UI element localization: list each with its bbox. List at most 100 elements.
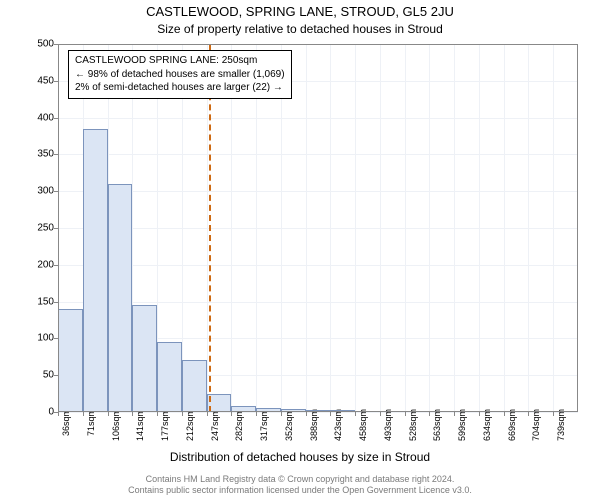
gridline-v [479, 44, 480, 412]
footer-line-1: Contains HM Land Registry data © Crown c… [0, 474, 600, 485]
y-tick-label: 450 [20, 75, 54, 86]
x-tick-label: 563sqm [433, 409, 442, 441]
gridline-v [306, 44, 307, 412]
x-tick-mark [454, 412, 455, 416]
annotation-line-3: 2% of semi-detached houses are larger (2… [75, 81, 285, 95]
gridline-v [405, 44, 406, 412]
x-tick-mark [405, 412, 406, 416]
gridline-v [207, 44, 208, 412]
x-tick-mark [231, 412, 232, 416]
x-tick-label: 106sqm [112, 409, 121, 441]
x-tick-label: 36sqm [62, 409, 71, 436]
footer-line-2: Contains public sector information licen… [0, 485, 600, 496]
chart-footer: Contains HM Land Registry data © Crown c… [0, 474, 600, 497]
histogram-bar [132, 305, 157, 412]
x-tick-label: 739sqm [557, 409, 566, 441]
x-tick-mark [528, 412, 529, 416]
chart-title: CASTLEWOOD, SPRING LANE, STROUD, GL5 2JU [0, 4, 600, 19]
x-tick-label: 141sqm [136, 409, 145, 441]
plot-area: 05010015020025030035040045050036sqm71sqm… [58, 44, 578, 412]
x-tick-mark [281, 412, 282, 416]
x-tick-label: 423sqm [334, 409, 343, 441]
y-tick-label: 250 [20, 223, 54, 234]
histogram-bar [355, 411, 380, 412]
x-tick-mark [83, 412, 84, 416]
x-tick-label: 388sqm [310, 409, 319, 441]
histogram-bar [281, 409, 306, 412]
annotation-line-2: ← 98% of detached houses are smaller (1,… [75, 68, 285, 82]
x-tick-mark [479, 412, 480, 416]
x-tick-mark [306, 412, 307, 416]
y-tick-label: 0 [20, 407, 54, 418]
x-tick-label: 599sqm [458, 409, 467, 441]
property-marker-line [209, 44, 211, 412]
x-tick-mark [429, 412, 430, 416]
annotation-box: CASTLEWOOD SPRING LANE: 250sqm← 98% of d… [68, 50, 292, 99]
x-tick-mark [553, 412, 554, 416]
gridline-h [58, 302, 578, 303]
x-tick-mark [207, 412, 208, 416]
y-tick-label: 100 [20, 333, 54, 344]
x-tick-label: 247sqm [211, 409, 220, 441]
y-tick-label: 200 [20, 259, 54, 270]
x-tick-mark [256, 412, 257, 416]
x-tick-label: 669sqm [508, 409, 517, 441]
x-tick-label: 212sqm [186, 409, 195, 441]
x-tick-mark [182, 412, 183, 416]
x-tick-label: 317sqm [260, 409, 269, 441]
x-tick-mark [157, 412, 158, 416]
histogram-bar [231, 406, 256, 412]
x-tick-mark [330, 412, 331, 416]
x-axis-label: Distribution of detached houses by size … [0, 450, 600, 464]
x-tick-mark [58, 412, 59, 416]
y-tick-label: 50 [20, 370, 54, 381]
gridline-v [281, 44, 282, 412]
histogram-bar [256, 408, 281, 412]
x-tick-mark [355, 412, 356, 416]
gridline-v [553, 44, 554, 412]
annotation-line-1: CASTLEWOOD SPRING LANE: 250sqm [75, 54, 285, 68]
gridline-v [355, 44, 356, 412]
y-tick-label: 300 [20, 186, 54, 197]
x-tick-mark [132, 412, 133, 416]
x-tick-label: 458sqm [359, 409, 368, 441]
histogram-bar [182, 360, 207, 412]
histogram-bar [306, 410, 331, 412]
gridline-v [454, 44, 455, 412]
gridline-v [256, 44, 257, 412]
gridline-h [58, 265, 578, 266]
histogram-bar [157, 342, 182, 412]
gridline-v [528, 44, 529, 412]
chart-subtitle: Size of property relative to detached ho… [0, 22, 600, 36]
x-tick-label: 282sqm [235, 409, 244, 441]
x-tick-mark [108, 412, 109, 416]
gridline-h [58, 154, 578, 155]
x-tick-label: 177sqm [161, 409, 170, 441]
histogram-bar [58, 309, 83, 412]
histogram-bar [83, 129, 108, 412]
x-tick-mark [380, 412, 381, 416]
gridline-v [330, 44, 331, 412]
gridline-v [429, 44, 430, 412]
histogram-bar [330, 410, 355, 412]
x-tick-label: 352sqm [285, 409, 294, 441]
y-tick-label: 350 [20, 149, 54, 160]
x-tick-label: 493sqm [384, 409, 393, 441]
y-tick-label: 400 [20, 112, 54, 123]
y-tick-label: 150 [20, 296, 54, 307]
gridline-v [231, 44, 232, 412]
y-tick-label: 500 [20, 39, 54, 50]
x-tick-label: 704sqm [532, 409, 541, 441]
x-tick-label: 634sqm [483, 409, 492, 441]
gridline-v [380, 44, 381, 412]
gridline-h [58, 118, 578, 119]
x-tick-label: 528sqm [409, 409, 418, 441]
gridline-h [58, 191, 578, 192]
histogram-bar [108, 184, 133, 412]
chart-container: CASTLEWOOD, SPRING LANE, STROUD, GL5 2JU… [0, 0, 600, 500]
x-tick-mark [504, 412, 505, 416]
gridline-v [182, 44, 183, 412]
gridline-h [58, 228, 578, 229]
gridline-v [504, 44, 505, 412]
x-tick-label: 71sqm [87, 409, 96, 436]
